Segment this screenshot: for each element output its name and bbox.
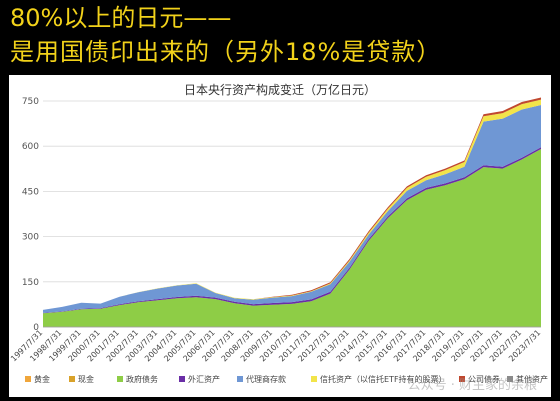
y-tick-label: 750	[22, 97, 39, 107]
legend-swatch-5	[311, 376, 317, 382]
chart-title: 日本央行资产构成变迁（万亿日元）	[183, 83, 376, 97]
area-series-4	[43, 105, 541, 313]
legend-label-0: 黄金	[34, 374, 50, 384]
legend-label-6: 公司债券	[468, 374, 500, 384]
y-tick-label: 300	[22, 233, 39, 243]
legend-label-3: 外汇资产	[188, 374, 220, 384]
legend-swatch-1	[69, 376, 75, 382]
legend-label-2: 政府债务	[126, 374, 158, 384]
watermark: 公众号 · 财主家的余粮	[407, 378, 537, 393]
y-tick-label: 0	[33, 323, 39, 333]
headline-line-1: 80%以上的日元——	[10, 4, 232, 32]
legend-swatch-0	[25, 376, 31, 382]
headline-line-2: 是用国债印出来的（另外18%是贷款）	[10, 38, 442, 66]
legend-label-1: 现金	[78, 374, 94, 384]
y-tick-label: 600	[22, 142, 39, 152]
legend-swatch-4	[237, 376, 243, 382]
legend-swatch-7	[507, 376, 513, 382]
legend-label-5: 信托资产（以信托ETF持有的股票）	[320, 374, 447, 384]
legend-label-7: 其他资产	[516, 374, 548, 384]
legend-swatch-2	[117, 376, 123, 382]
area-series-2	[43, 149, 541, 327]
y-tick-label: 150	[22, 278, 39, 288]
legend-swatch-6	[459, 376, 465, 382]
stacked-area-chart: 01503004506007501997/7/311998/7/311999/7…	[9, 97, 548, 384]
legend-label-4: 代理商存款	[246, 374, 286, 384]
chart-panel: 日本央行资产构成变迁（万亿日元） 0 150 300 450 600 750 1997/7/…	[9, 75, 551, 397]
legend-swatch-3	[179, 376, 185, 382]
y-tick-label: 450	[22, 187, 39, 197]
